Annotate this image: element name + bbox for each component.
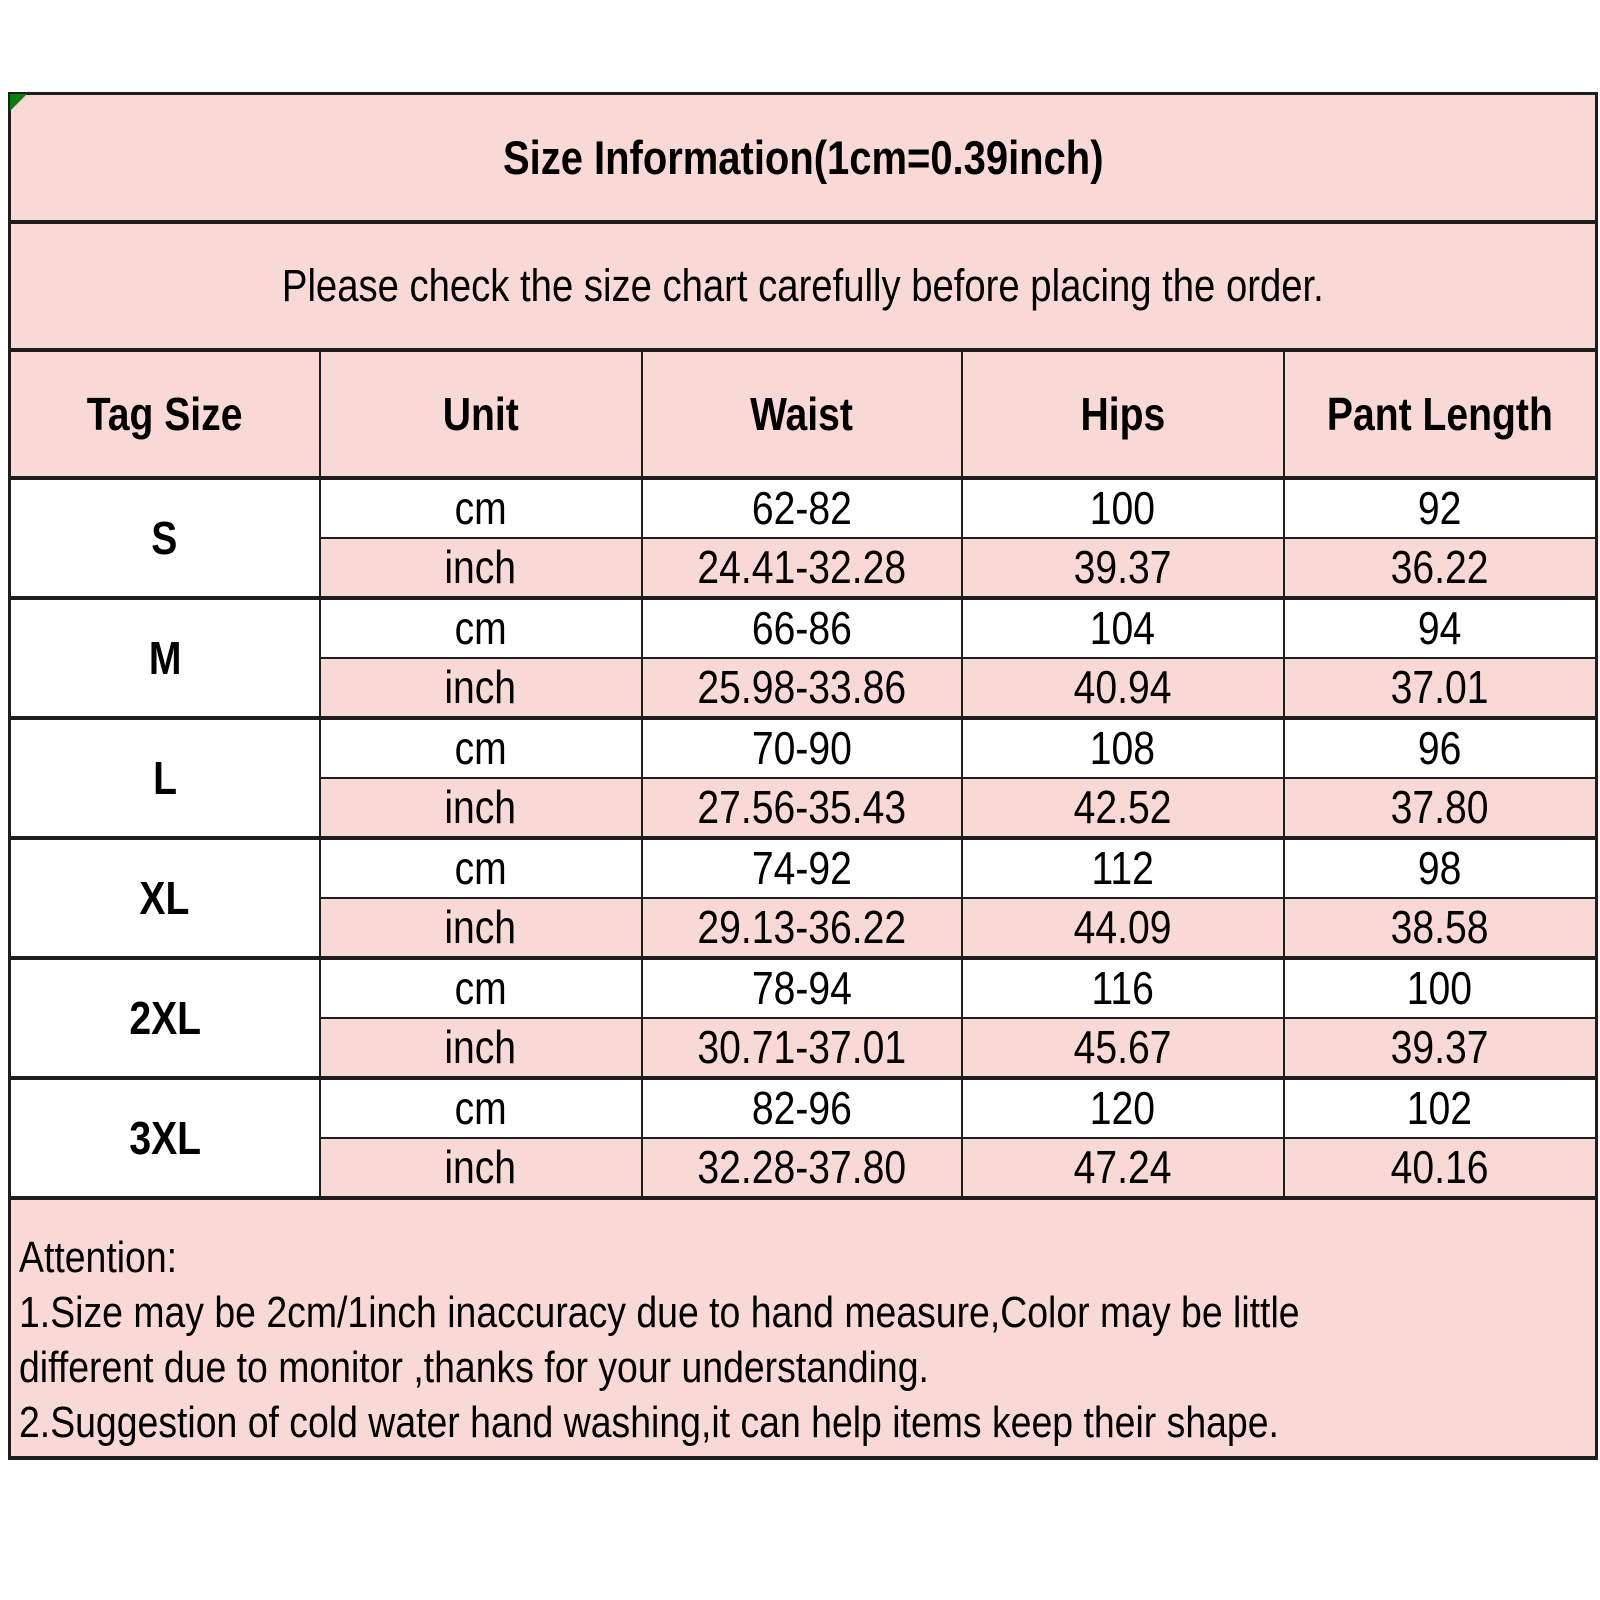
waist-cm-cell: 62-82 bbox=[640, 475, 963, 539]
waist-inch-cell: 27.56-35.43 bbox=[640, 776, 963, 839]
tag-size-cell: L bbox=[8, 715, 321, 839]
tag-size-cell: 2XL bbox=[8, 955, 321, 1079]
column-header-tag-size: Tag Size bbox=[8, 348, 321, 480]
attention-line-2: different due to monitor ,thanks for you… bbox=[19, 1342, 929, 1392]
unit-cell: cm bbox=[318, 715, 643, 779]
waist-cm-cell: 74-92 bbox=[640, 835, 963, 899]
unit-cell: inch bbox=[318, 896, 643, 959]
attention-note: Attention: 1.Size may be 2cm/1inch inacc… bbox=[8, 1195, 1598, 1460]
hips-cm-cell: 116 bbox=[960, 955, 1285, 1019]
waist-inch-cell: 24.41-32.28 bbox=[640, 536, 963, 599]
subtitle-row: Please check the size chart carefully be… bbox=[8, 220, 1598, 352]
table-row-s-cm: S cm 62-82 100 92 bbox=[8, 475, 1598, 599]
pant-length-inch-cell: 37.01 bbox=[1282, 656, 1598, 719]
tag-size-cell: S bbox=[8, 475, 321, 599]
hips-cm-cell: 112 bbox=[960, 835, 1285, 899]
waist-cm-cell: 66-86 bbox=[640, 595, 963, 659]
table-row-m-inch: inch 25.98-33.86 40.94 37.01 bbox=[10, 656, 1598, 719]
table-row-xl-cm: XL cm 74-92 112 98 bbox=[8, 835, 1598, 959]
attention-line-1: 1.Size may be 2cm/1inch inaccuracy due t… bbox=[19, 1287, 1300, 1337]
waist-inch-cell: 30.71-37.01 bbox=[640, 1016, 963, 1079]
table-row-m-cm: M cm 66-86 104 94 bbox=[8, 595, 1598, 719]
pant-length-inch-cell: 37.80 bbox=[1282, 776, 1598, 839]
table-row-l-cm: L cm 70-90 108 96 bbox=[8, 715, 1598, 839]
pant-length-cm-cell: 98 bbox=[1282, 835, 1598, 899]
tag-size-cell: M bbox=[8, 595, 321, 719]
column-header-hips: Hips bbox=[960, 348, 1285, 480]
hips-cm-cell: 108 bbox=[960, 715, 1285, 779]
unit-cell: cm bbox=[318, 835, 643, 899]
waist-inch-cell: 25.98-33.86 bbox=[640, 656, 963, 719]
unit-cell: cm bbox=[318, 955, 643, 1019]
waist-cm-cell: 78-94 bbox=[640, 955, 963, 1019]
size-table: Size Information(1cm=0.39inch) Please ch… bbox=[8, 92, 1599, 1460]
table-row-xl-inch: inch 29.13-36.22 44.09 38.58 bbox=[10, 896, 1598, 959]
page-subtitle: Please check the size chart carefully be… bbox=[8, 220, 1598, 352]
column-header-waist: Waist bbox=[640, 348, 963, 480]
table-row-3xl-inch: inch 32.28-37.80 47.24 40.16 bbox=[10, 1136, 1598, 1199]
unit-cell: inch bbox=[318, 776, 643, 839]
pant-length-cm-cell: 92 bbox=[1282, 475, 1598, 539]
hips-inch-cell: 42.52 bbox=[960, 776, 1285, 839]
title-row: Size Information(1cm=0.39inch) bbox=[8, 92, 1598, 224]
pant-length-inch-cell: 39.37 bbox=[1282, 1016, 1598, 1079]
waist-inch-cell: 32.28-37.80 bbox=[640, 1136, 963, 1199]
unit-cell: cm bbox=[318, 595, 643, 659]
green-corner-marker-icon bbox=[10, 94, 27, 111]
pant-length-cm-cell: 96 bbox=[1282, 715, 1598, 779]
unit-cell: inch bbox=[318, 656, 643, 719]
page-title: Size Information(1cm=0.39inch) bbox=[8, 92, 1598, 224]
column-header-unit: Unit bbox=[318, 348, 643, 480]
tag-size-cell: 3XL bbox=[8, 1075, 321, 1199]
hips-cm-cell: 104 bbox=[960, 595, 1285, 659]
column-header-row: Tag Size Unit Waist Hips Pant Length bbox=[8, 348, 1598, 480]
unit-cell: inch bbox=[318, 1016, 643, 1079]
hips-inch-cell: 40.94 bbox=[960, 656, 1285, 719]
table-row-l-inch: inch 27.56-35.43 42.52 37.80 bbox=[10, 776, 1598, 839]
hips-inch-cell: 45.67 bbox=[960, 1016, 1285, 1079]
attention-heading: Attention: bbox=[19, 1232, 178, 1282]
unit-cell: cm bbox=[318, 1075, 643, 1139]
pant-length-inch-cell: 40.16 bbox=[1282, 1136, 1598, 1199]
unit-cell: inch bbox=[318, 536, 643, 599]
hips-cm-cell: 120 bbox=[960, 1075, 1285, 1139]
pant-length-inch-cell: 36.22 bbox=[1282, 536, 1598, 599]
unit-cell: cm bbox=[318, 475, 643, 539]
size-chart: Size Information(1cm=0.39inch) Please ch… bbox=[8, 92, 1599, 1460]
unit-cell: inch bbox=[318, 1136, 643, 1199]
table-row-2xl-cm: 2XL cm 78-94 116 100 bbox=[8, 955, 1598, 1079]
tag-size-cell: XL bbox=[8, 835, 321, 959]
hips-cm-cell: 100 bbox=[960, 475, 1285, 539]
pant-length-cm-cell: 94 bbox=[1282, 595, 1598, 659]
table-row-3xl-cm: 3XL cm 82-96 120 102 bbox=[8, 1075, 1598, 1199]
waist-cm-cell: 70-90 bbox=[640, 715, 963, 779]
column-header-pant-length: Pant Length bbox=[1282, 348, 1598, 480]
table-row-2xl-inch: inch 30.71-37.01 45.67 39.37 bbox=[10, 1016, 1598, 1079]
pant-length-cm-cell: 102 bbox=[1282, 1075, 1598, 1139]
hips-inch-cell: 44.09 bbox=[960, 896, 1285, 959]
pant-length-cm-cell: 100 bbox=[1282, 955, 1598, 1019]
waist-cm-cell: 82-96 bbox=[640, 1075, 963, 1139]
waist-inch-cell: 29.13-36.22 bbox=[640, 896, 963, 959]
attention-line-3: 2.Suggestion of cold water hand washing,… bbox=[19, 1397, 1279, 1447]
hips-inch-cell: 39.37 bbox=[960, 536, 1285, 599]
attention-row: Attention: 1.Size may be 2cm/1inch inacc… bbox=[8, 1195, 1598, 1460]
table-row-s-inch: inch 24.41-32.28 39.37 36.22 bbox=[10, 536, 1598, 599]
hips-inch-cell: 47.24 bbox=[960, 1136, 1285, 1199]
pant-length-inch-cell: 38.58 bbox=[1282, 896, 1598, 959]
